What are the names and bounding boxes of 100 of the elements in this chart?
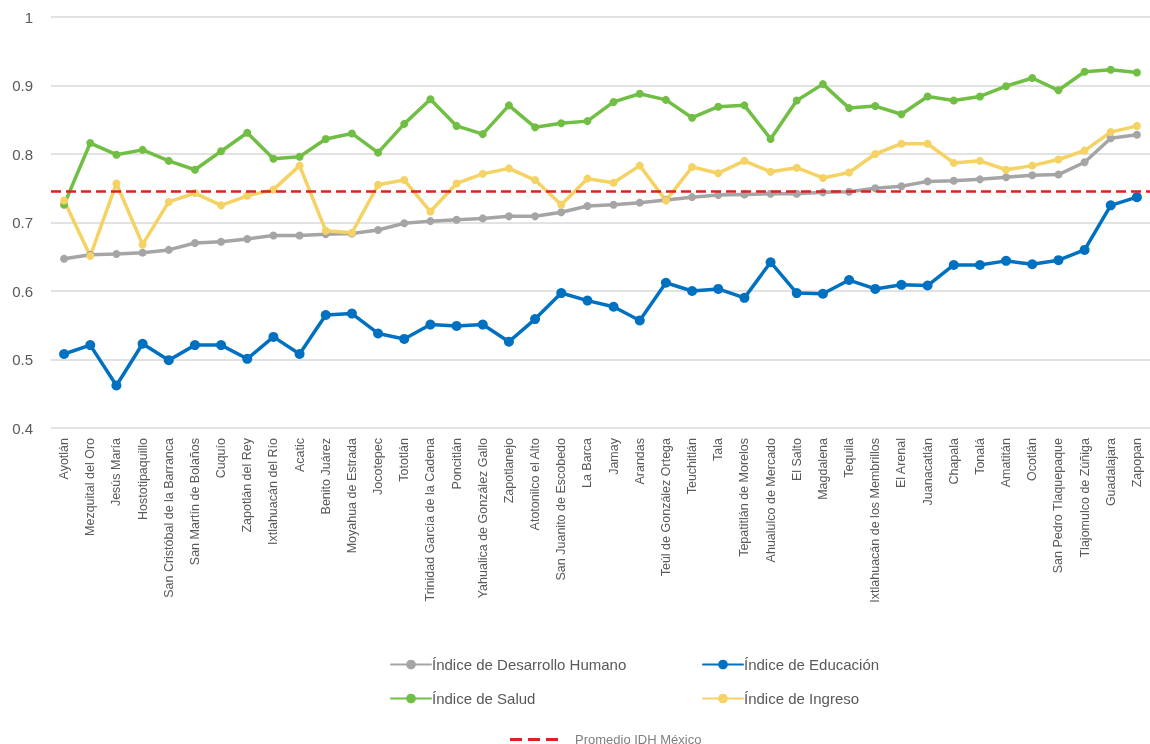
point — [478, 130, 487, 139]
point — [1079, 244, 1090, 255]
point — [635, 161, 644, 170]
y-tick-label: 0.4 — [12, 419, 33, 437]
legend-label: Índice de Educación — [744, 656, 880, 673]
point — [478, 214, 487, 223]
point — [321, 134, 330, 143]
x-tick-label: Teuchitlán — [685, 437, 700, 495]
x-tick-label: Tequila — [842, 437, 857, 478]
point — [217, 147, 226, 156]
y-tick-label: 0.8 — [12, 145, 33, 163]
point — [243, 234, 252, 243]
point — [844, 275, 855, 286]
x-tick-label: Mezquital del Oro — [83, 437, 98, 536]
point — [1080, 146, 1089, 155]
point — [295, 152, 304, 161]
point — [452, 121, 461, 130]
point — [975, 175, 984, 184]
legend-label: Índice de Salud — [432, 690, 536, 707]
x-tick-label: Jamay — [606, 437, 621, 475]
point — [870, 283, 881, 294]
point — [949, 96, 958, 105]
point — [321, 226, 330, 235]
point — [609, 178, 618, 187]
x-tick-label: Tepatitlán de Morelos — [737, 438, 752, 557]
point — [425, 319, 436, 330]
point — [164, 245, 173, 254]
x-tick-label: Yahualica de González Gallo — [475, 437, 490, 599]
point — [583, 117, 592, 126]
y-tick-label: 0.7 — [12, 214, 33, 231]
point — [243, 191, 252, 200]
point — [557, 208, 566, 217]
x-tick-label: La Barca — [580, 437, 595, 489]
legend-label: Índice de Desarrollo Humano — [432, 656, 627, 673]
point — [189, 340, 200, 351]
x-tick-label: Chapala — [946, 437, 961, 485]
point — [923, 139, 932, 148]
point — [609, 200, 618, 209]
point — [557, 119, 566, 128]
point — [660, 277, 671, 288]
x-tick-label: Ahualulco de Mercado — [763, 437, 778, 563]
point — [1054, 86, 1063, 95]
point — [791, 288, 802, 299]
x-tick-label: Amatitán — [999, 437, 1014, 488]
x-tick-label: Tonalá — [972, 437, 987, 475]
point — [687, 286, 698, 296]
x-tick-label: El Salto — [789, 437, 804, 482]
point — [634, 315, 645, 326]
x-tick-label: Atotonilco el Alto — [528, 437, 543, 531]
point — [556, 288, 567, 299]
point — [504, 164, 513, 173]
point — [216, 340, 227, 351]
point — [503, 336, 514, 347]
point — [112, 179, 121, 188]
point — [269, 154, 278, 163]
point — [164, 156, 173, 165]
point — [295, 231, 304, 240]
point — [766, 167, 775, 176]
point — [243, 128, 252, 137]
point — [923, 177, 932, 186]
point — [713, 283, 724, 294]
point — [164, 197, 173, 206]
x-tick-label: Jocotepec — [371, 438, 386, 495]
point — [845, 104, 854, 113]
point — [217, 201, 226, 210]
point — [530, 314, 541, 325]
point — [688, 193, 697, 202]
point — [583, 174, 592, 183]
point — [1106, 65, 1115, 74]
point — [740, 101, 749, 110]
point — [1002, 82, 1011, 91]
x-tick-label: Cuquío — [214, 437, 229, 479]
x-tick-label: Ixtlahuacán de los Membrillos — [868, 438, 883, 603]
point — [582, 295, 593, 306]
point — [557, 200, 566, 209]
point — [400, 176, 409, 185]
x-tick-label: San Martín de Bolaños — [187, 438, 202, 566]
point — [86, 139, 95, 148]
x-tick-label: Jesús María — [109, 437, 124, 507]
point — [635, 198, 644, 207]
point — [609, 97, 618, 106]
point — [1105, 200, 1116, 211]
x-tick-label: Hostotipaquillo — [135, 437, 150, 520]
point — [1028, 73, 1037, 82]
y-tick-label: 0.6 — [12, 282, 33, 300]
point — [137, 338, 148, 349]
point — [1132, 130, 1141, 139]
x-tick-label: Zapopan — [1129, 437, 1144, 488]
y-tick-label: 0.5 — [12, 351, 33, 368]
point — [1002, 173, 1011, 182]
point — [975, 92, 984, 101]
x-tick-label: Teúl de González Ortega — [658, 437, 673, 577]
point — [792, 96, 801, 105]
point — [1027, 259, 1038, 270]
x-tick-label: Ixtlahuacán del Río — [266, 437, 281, 546]
x-tick-label: San Pedro Tlaquepaque — [1051, 437, 1066, 574]
point — [1028, 161, 1037, 170]
point — [59, 349, 70, 360]
point — [897, 110, 906, 119]
point — [897, 182, 906, 191]
